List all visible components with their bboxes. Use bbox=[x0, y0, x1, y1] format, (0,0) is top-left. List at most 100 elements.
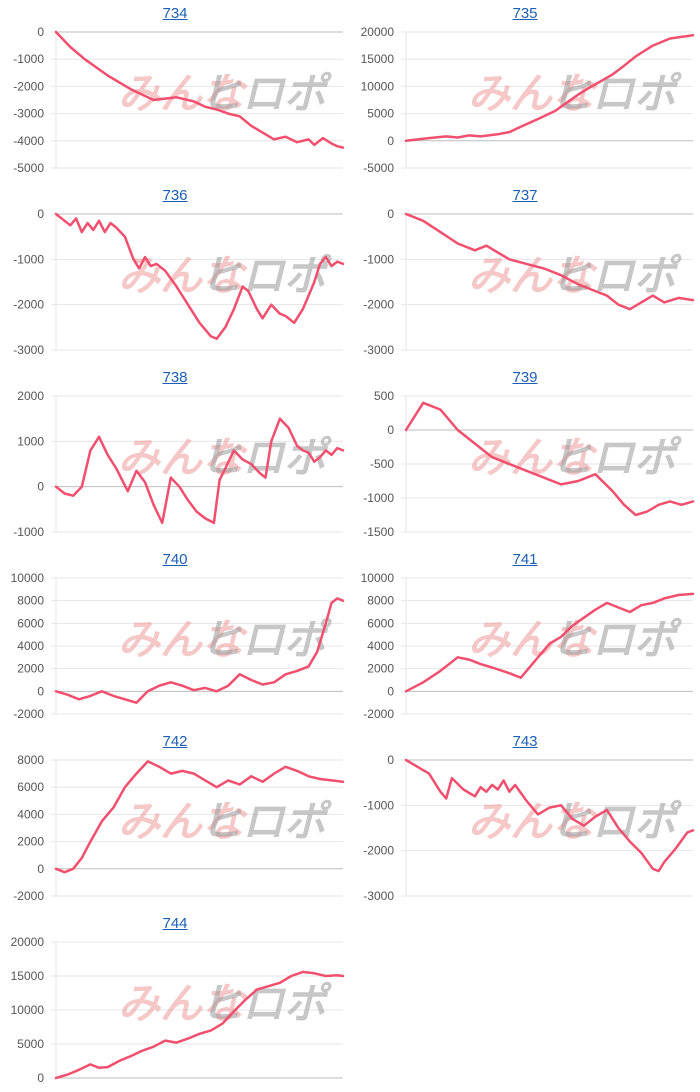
watermark-text: みんな bbox=[468, 70, 598, 117]
y-tick-label: -2000 bbox=[13, 298, 44, 312]
series-line bbox=[54, 597, 345, 704]
y-tick-label: -3000 bbox=[363, 343, 394, 357]
y-tick-label: -3000 bbox=[13, 343, 44, 357]
watermark-text: ヒロポ bbox=[200, 252, 332, 299]
chart-title-link[interactable]: 736 bbox=[162, 187, 188, 204]
y-tick-label: 15000 bbox=[11, 969, 45, 983]
y-tick-label: 20000 bbox=[11, 935, 45, 949]
y-tick-label: 0 bbox=[37, 207, 44, 221]
y-tick-label: -2000 bbox=[363, 298, 394, 312]
watermark-text: ヒロポ bbox=[550, 252, 682, 299]
y-tick-label: 4000 bbox=[17, 807, 44, 821]
chart-panel: 0 -1000 -2000 -3000 みんな ヒロポ 736 bbox=[0, 182, 350, 364]
chart-title-link[interactable]: 739 bbox=[512, 369, 538, 386]
y-tick-label: 2000 bbox=[17, 662, 44, 676]
watermark-text: ヒロポ bbox=[550, 70, 682, 117]
y-tick-label: 0 bbox=[387, 134, 394, 148]
chart-title-link[interactable]: 743 bbox=[512, 733, 538, 750]
y-tick-label: 0 bbox=[387, 207, 394, 221]
chart-panel: 0 -1000 -2000 -3000 -4000 -5000 みんな ヒロポ 734 bbox=[0, 0, 350, 182]
chart-panel: 20000 15000 10000 5000 0 -5000 みんな ヒロポ 735 bbox=[350, 0, 700, 182]
series-line bbox=[54, 417, 345, 525]
y-tick-label: -1000 bbox=[363, 798, 394, 812]
y-tick-label: -1000 bbox=[363, 491, 394, 505]
watermark-text: ヒロポ bbox=[550, 798, 682, 845]
y-tick-label: 6000 bbox=[17, 780, 44, 794]
chart-title-link[interactable]: 744 bbox=[162, 915, 188, 932]
chart-title-link[interactable]: 741 bbox=[512, 551, 538, 568]
y-tick-label: -3000 bbox=[363, 889, 394, 903]
chart-title-link[interactable]: 737 bbox=[512, 187, 538, 204]
y-tick-label: -5000 bbox=[363, 161, 394, 175]
series-line bbox=[54, 970, 345, 1080]
watermark-text: みんな bbox=[118, 252, 248, 299]
y-tick-label: -3000 bbox=[13, 107, 44, 121]
y-tick-label: 0 bbox=[387, 753, 394, 767]
y-tick-label: 8000 bbox=[17, 594, 44, 608]
y-tick-label: 0 bbox=[37, 684, 44, 698]
y-tick-label: 0 bbox=[37, 25, 44, 39]
y-tick-label: 0 bbox=[387, 423, 394, 437]
chart-title-link[interactable]: 742 bbox=[162, 733, 188, 750]
y-tick-label: 0 bbox=[37, 862, 44, 876]
y-tick-label: 6000 bbox=[17, 616, 44, 630]
chart-title-link[interactable]: 734 bbox=[162, 5, 188, 22]
series-line bbox=[404, 592, 695, 693]
chart-panel: 2000 1000 0 -1000 みんな ヒロポ 738 bbox=[0, 364, 350, 546]
y-tick-label: 6000 bbox=[367, 616, 394, 630]
y-tick-label: 15000 bbox=[361, 52, 395, 66]
chart-title-link[interactable]: 738 bbox=[162, 369, 188, 386]
y-tick-label: -1500 bbox=[363, 525, 394, 539]
y-tick-label: 10000 bbox=[361, 79, 395, 93]
watermark-text: ヒロポ bbox=[550, 434, 682, 481]
chart-panel: 0 -1000 -2000 -3000 みんな ヒロポ 737 bbox=[350, 182, 700, 364]
y-tick-label: 20000 bbox=[361, 25, 395, 39]
y-tick-label: -2000 bbox=[363, 707, 394, 721]
y-tick-label: -4000 bbox=[13, 134, 44, 148]
y-tick-label: 1000 bbox=[17, 434, 44, 448]
chart-title-link[interactable]: 740 bbox=[162, 551, 188, 568]
watermark-text: みんな bbox=[118, 616, 248, 663]
y-tick-label: 0 bbox=[387, 684, 394, 698]
y-tick-label: 0 bbox=[37, 1071, 44, 1085]
chart-title-link[interactable]: 735 bbox=[512, 5, 538, 22]
y-tick-label: -1000 bbox=[363, 252, 394, 266]
series-line bbox=[404, 758, 695, 873]
y-tick-label: 10000 bbox=[11, 571, 45, 585]
watermark-text: ヒロポ bbox=[200, 616, 332, 663]
y-tick-label: -5000 bbox=[13, 161, 44, 175]
y-tick-label: 0 bbox=[37, 480, 44, 494]
series-line bbox=[54, 212, 345, 340]
watermark-text: ヒロポ bbox=[550, 616, 682, 663]
chart-panel: 0 -1000 -2000 -3000 みんな ヒロポ 743 bbox=[350, 728, 700, 910]
watermark-text: みんな bbox=[468, 252, 598, 299]
y-tick-label: -1000 bbox=[13, 252, 44, 266]
y-tick-label: 5000 bbox=[17, 1037, 44, 1051]
chart-panel: 8000 6000 4000 2000 0 -2000 みんな ヒロポ 742 bbox=[0, 728, 350, 910]
y-tick-label: 8000 bbox=[367, 594, 394, 608]
y-tick-label: 5000 bbox=[367, 107, 394, 121]
y-tick-label: 500 bbox=[374, 389, 394, 403]
y-tick-label: 10000 bbox=[361, 571, 395, 585]
series-line bbox=[54, 760, 345, 874]
series-line bbox=[404, 401, 695, 517]
y-tick-label: 8000 bbox=[17, 753, 44, 767]
y-tick-label: -2000 bbox=[13, 889, 44, 903]
series-line bbox=[54, 30, 345, 149]
